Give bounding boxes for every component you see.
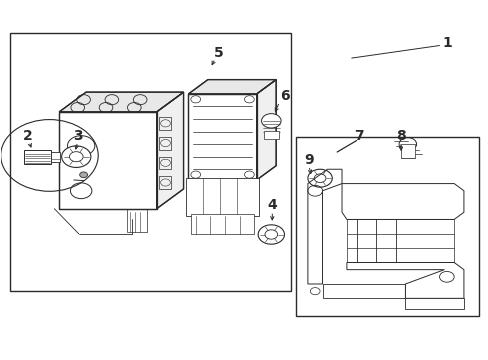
Bar [190, 214, 254, 234]
Polygon shape [59, 112, 157, 209]
Polygon shape [59, 92, 183, 112]
Bar [10, 33, 290, 291]
Bar [295, 137, 478, 316]
Polygon shape [341, 184, 463, 220]
Bar [159, 117, 171, 130]
Text: 9: 9 [304, 153, 313, 167]
Text: 5: 5 [214, 46, 224, 60]
Bar [59, 112, 157, 209]
Bar [159, 176, 171, 189]
Bar [24, 150, 51, 164]
Text: 8: 8 [395, 129, 405, 143]
Polygon shape [322, 284, 405, 298]
Circle shape [61, 146, 91, 167]
Bar [400, 144, 414, 158]
Polygon shape [188, 80, 276, 94]
Circle shape [80, 172, 87, 178]
Text: 3: 3 [73, 129, 82, 143]
Bar [264, 131, 278, 139]
Polygon shape [256, 80, 276, 180]
Bar [188, 94, 256, 180]
Text: 7: 7 [353, 129, 363, 143]
Circle shape [258, 225, 284, 244]
Text: 1: 1 [441, 36, 451, 50]
Text: 6: 6 [279, 89, 289, 103]
Polygon shape [405, 298, 463, 309]
Bar [51, 152, 60, 162]
Text: 2: 2 [22, 129, 32, 143]
Text: 4: 4 [267, 198, 277, 212]
Polygon shape [346, 262, 463, 298]
Circle shape [261, 114, 281, 128]
Polygon shape [157, 92, 183, 209]
Bar [127, 209, 147, 232]
Polygon shape [188, 94, 256, 180]
Polygon shape [307, 169, 341, 284]
Bar [185, 178, 259, 216]
Bar [159, 157, 171, 169]
Bar [159, 137, 171, 149]
